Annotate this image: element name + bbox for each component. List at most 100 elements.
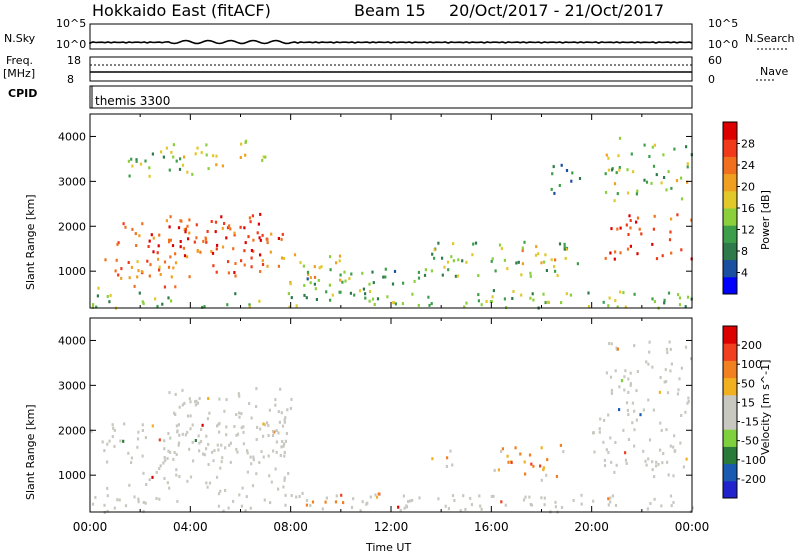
velocity-colorbar-tick-label-0: 200 [741, 339, 762, 352]
freq-tick-bottom: 8 [67, 73, 74, 86]
power-colorbar-tick-label-4: 12 [741, 224, 755, 237]
power-ytick-label-1: 2000 [58, 220, 86, 233]
velocity-ytick-label-0: 1000 [58, 469, 86, 482]
velocity-ytick-label-1: 2000 [58, 424, 86, 437]
freq-unit: [MHz] [3, 67, 36, 80]
power-colorbar-segment-3 [723, 225, 737, 243]
velocity-colorbar-segment-0 [723, 480, 737, 499]
beam-title: Beam 15 [354, 1, 426, 20]
x-tick-label-4: 16:00 [474, 520, 509, 534]
velocity-colorbar-segment-9 [723, 326, 737, 344]
velocity-ytick-label-2: 3000 [58, 379, 86, 392]
nave-tick-bottom: 0 [708, 73, 715, 86]
power-colorbar-segment-2 [723, 242, 737, 261]
velocity-region-0 [90, 421, 290, 496]
power-colorbar-segment-7 [723, 156, 737, 175]
power-colorbar-label: Power [dB] [759, 190, 772, 250]
velocity-colorbar-label: Velocity [m s^-1] [759, 359, 772, 455]
power-colorbar-tick-label-5: 8 [741, 245, 748, 258]
x-tick-label-6: 00:00 [675, 520, 710, 534]
power-region-3 [127, 143, 203, 178]
power-colorbar-tick-label-1: 24 [741, 159, 755, 172]
velocity-colorbar-tick-label-7: -200 [741, 473, 766, 486]
station-title: Hokkaido East (fitACF) [92, 1, 271, 20]
x-tick-label-2: 08:00 [273, 520, 308, 534]
power-region-9 [550, 163, 582, 195]
power-colorbar-tick-label-3: 16 [741, 202, 755, 215]
power-region-0 [116, 222, 284, 279]
power-colorbar-segment-1 [723, 259, 737, 278]
freq-strip [89, 56, 693, 82]
power-region-6 [306, 267, 427, 297]
power-region-12 [91, 289, 693, 310]
power-ytick-label-2: 3000 [58, 175, 86, 188]
power-colorbar-segment-0 [723, 276, 737, 295]
power-region-7 [430, 240, 579, 278]
velocity-region-3 [431, 449, 454, 468]
power-colorbar-tick-label-0: 28 [741, 138, 755, 151]
power-panel-frame [89, 113, 693, 309]
power-region-1 [165, 212, 269, 255]
velocity-region-1 [168, 387, 293, 456]
velocity-colorbar-frame [722, 325, 738, 499]
velocity-colorbar-segment-1 [723, 463, 737, 482]
velocity-colorbar-tick-label-5: -50 [741, 435, 759, 448]
freq-label: Freq. [6, 54, 34, 67]
freq-tick-top: 18 [67, 54, 81, 67]
power-region-4 [205, 139, 267, 171]
power-colorbar-segment-5 [723, 190, 737, 209]
x-axis-label: Time UT [366, 541, 412, 554]
nsearch-tick-top: 10^5 [708, 17, 739, 30]
power-y-axis-label: Slant Range [km] [24, 194, 37, 290]
velocity-colorbar-segment-7 [723, 360, 737, 379]
cpid-label: CPID [8, 87, 38, 100]
power-region-10 [604, 213, 693, 261]
power-ytick-label-3: 4000 [58, 130, 86, 143]
velocity-colorbar-tick-label-4: -15 [741, 416, 759, 429]
power-region-5 [280, 253, 342, 287]
power-colorbar-tick-label-2: 20 [741, 181, 755, 194]
nave-label: Nave [760, 65, 789, 78]
cpid-value: themis 3300 [95, 94, 171, 108]
nsearch-label: N.Search [745, 32, 795, 45]
velocity-colorbar-tick-label-3: 15 [741, 396, 755, 409]
velocity-colorbar-tick-label-6: -100 [741, 454, 766, 467]
power-colorbar-segment-8 [723, 139, 737, 157]
velocity-region-6 [605, 340, 693, 405]
velocity-colorbar-segment-3 [723, 429, 737, 447]
power-ytick-label-0: 1000 [58, 265, 86, 278]
nave-tick-top: 60 [708, 54, 722, 67]
cpid-strip [89, 85, 693, 109]
power-region-8 [498, 243, 557, 266]
x-tick-label-3: 12:00 [374, 520, 409, 534]
nsky-label: N.Sky [4, 32, 36, 45]
velocity-region-4 [493, 443, 565, 482]
velocity-colorbar-tick-label-2: 50 [741, 377, 755, 390]
nsearch-tick-bottom: 10^0 [708, 38, 739, 51]
power-colorbar-segment-4 [723, 208, 737, 226]
power-colorbar-segment-6 [723, 173, 737, 192]
velocity-colorbar-segment-6 [723, 377, 737, 396]
velocity-y-axis-label: Slant Range [km] [24, 404, 37, 500]
velocity-region-2 [295, 491, 381, 507]
nsky-trace [89, 39, 693, 45]
x-tick-label-0: 00:00 [73, 520, 108, 534]
velocity-colorbar-segment-4 [723, 412, 737, 430]
nsky-tick-top: 10^5 [56, 17, 87, 30]
power-region-11 [604, 136, 693, 203]
power-colorbar-segment-9 [723, 122, 737, 140]
velocity-colorbar-segment-8 [723, 343, 737, 361]
velocity-region-5 [592, 408, 688, 479]
nsky-tick-bottom: 10^0 [56, 38, 87, 51]
x-tick-label-5: 20:00 [574, 520, 609, 534]
velocity-panel-frame [89, 317, 693, 513]
velocity-ytick-label-3: 4000 [58, 334, 86, 347]
date-range-title: 20/Oct/2017 - 21/Oct/2017 [449, 1, 664, 20]
velocity-region-7 [91, 493, 694, 514]
velocity-colorbar-segment-2 [723, 446, 737, 465]
power-region-2 [97, 258, 178, 290]
velocity-colorbar-segment-5 [723, 394, 737, 413]
nsky-strip [89, 23, 693, 50]
x-tick-label-1: 04:00 [173, 520, 208, 534]
